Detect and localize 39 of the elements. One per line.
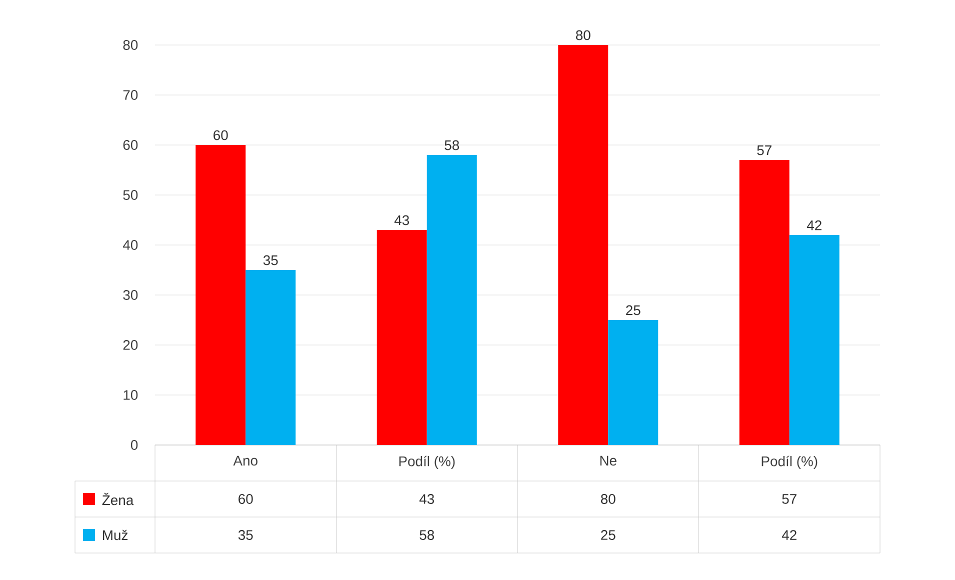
text: 60 (214, 130, 228, 140)
text: 58 (444, 140, 460, 150)
data-label: 25 (601, 530, 616, 540)
x-tick-label: Ne (600, 456, 616, 466)
text: 35 (263, 255, 278, 266)
x-tick-label: Ano (233, 456, 258, 466)
bar (789, 235, 840, 445)
text: 25 (626, 305, 640, 316)
y-tick-label: 50 (123, 190, 138, 200)
bar (246, 270, 296, 445)
text: 42 (806, 220, 822, 230)
data-label: 80 (600, 494, 616, 504)
text: 57 (757, 145, 772, 156)
data-label: 35 (238, 530, 253, 540)
x-tick-label: Podíl (%) (399, 456, 455, 470)
bar (608, 320, 658, 445)
data-label: 43 (419, 494, 434, 504)
y-tick-label: 10 (124, 390, 138, 400)
text: 80 (576, 30, 590, 40)
x-tick-label: Podíl (%) (762, 456, 818, 470)
data-label: 57 (782, 494, 796, 504)
y-tick-label: 20 (123, 340, 138, 350)
data-label: 58 (420, 530, 434, 540)
data-label: 60 (238, 494, 253, 504)
y-tick-label: 70 (123, 90, 138, 100)
y-tick-label: 80 (123, 40, 138, 50)
y-tick-label: 30 (123, 290, 138, 300)
bar (426, 155, 477, 445)
legend-label: Muž (102, 530, 128, 540)
text: 43 (394, 215, 410, 226)
y-tick-label: 60 (123, 140, 138, 150)
bar (196, 145, 246, 445)
bar (739, 160, 790, 445)
y-tick-label: 0 (130, 440, 138, 450)
y-tick-label: 40 (122, 240, 138, 250)
bar (558, 45, 608, 445)
data-label: 42 (782, 530, 796, 540)
bar (376, 230, 427, 445)
legend-label: Žena (102, 492, 134, 506)
